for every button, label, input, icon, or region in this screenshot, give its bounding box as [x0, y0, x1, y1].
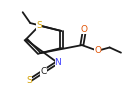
- Text: O: O: [94, 46, 101, 55]
- Text: O: O: [81, 25, 88, 34]
- Text: S: S: [36, 21, 42, 30]
- Text: S: S: [26, 76, 32, 85]
- Text: C: C: [40, 67, 47, 76]
- Text: N: N: [55, 58, 61, 67]
